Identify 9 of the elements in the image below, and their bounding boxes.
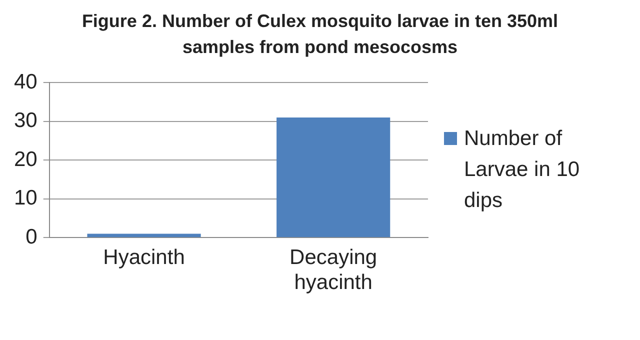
x-tick-label: Hyacinth [103,246,185,269]
y-tick-label: 20 [14,148,38,171]
y-tick-label: 30 [14,109,38,132]
y-tick-label: 0 [26,225,38,248]
legend-label: Number of Larvae in 10 dips [464,126,581,214]
chart-title: Figure 2. Number of Culex mosquito larvae in ten 350ml samples from pond mesocosms [80,10,560,59]
x-tick-label: Decaying hyacinth [290,246,378,294]
y-tick-label: 40 [14,70,38,94]
y-tick-label: 10 [14,186,38,210]
